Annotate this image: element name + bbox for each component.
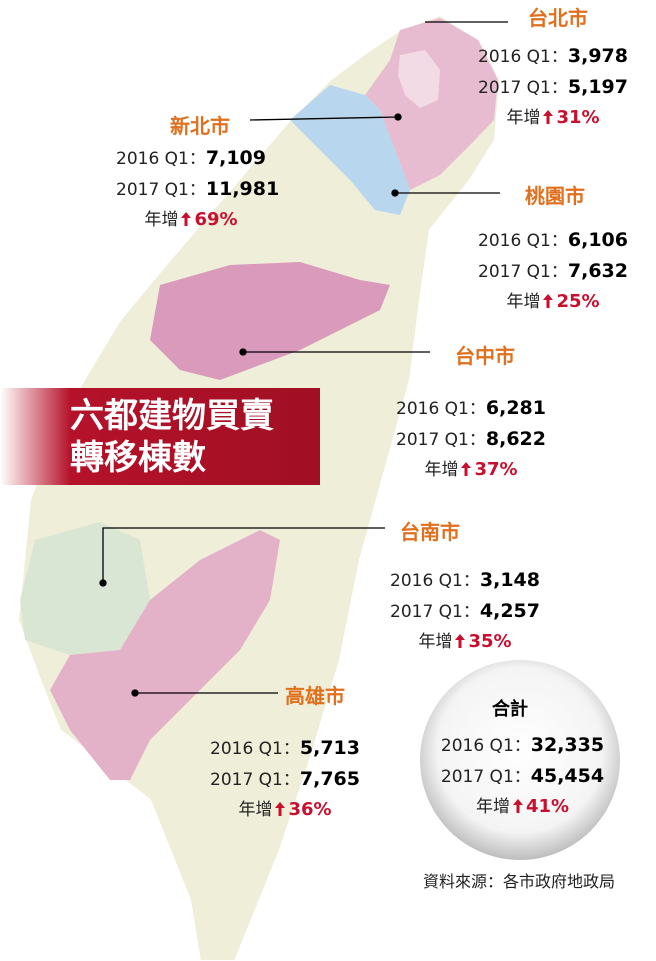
growth-value: 25% — [556, 291, 600, 312]
row-value: 8,622 — [485, 428, 546, 450]
row-label: 2016 Q1： — [210, 739, 300, 759]
row-value: 4,257 — [479, 600, 540, 622]
growth-label: 年增 — [506, 292, 541, 312]
growth-label: 年增 — [418, 632, 453, 652]
total-circle — [420, 660, 620, 860]
row-value: 7,632 — [567, 260, 628, 282]
stat-row: 2016 Q1：5,713 — [210, 733, 360, 764]
title-line: 轉移棟數 — [70, 438, 206, 478]
city-name: 台南市 — [400, 520, 460, 544]
city-name: 桃園市 — [525, 184, 585, 208]
row-label: 2016 Q1： — [478, 47, 568, 67]
stats: 2016 Q1：3,148 2017 Q1：4,257 年增 35% — [390, 565, 540, 657]
growth-value: 69% — [194, 209, 238, 230]
growth-label: 年增 — [144, 210, 179, 230]
source: 資料來源：各市政府地政局 — [423, 872, 616, 891]
row-label: 2016 Q1： — [116, 149, 206, 169]
new-taipei-region — [365, 18, 498, 190]
stats: 2016 Q1：7,109 2017 Q1：11,981 年增 69% — [116, 143, 279, 235]
row-value: 5,197 — [567, 76, 628, 98]
leader-lines — [99, 21, 508, 697]
row-label: 2017 Q1： — [440, 767, 531, 787]
growth-value: 37% — [474, 459, 518, 480]
row-value: 3,978 — [567, 45, 628, 67]
up-arrow — [181, 212, 192, 226]
taipei-region — [398, 50, 440, 108]
growth-label: 年增 — [238, 800, 273, 820]
row-label: 2017 Q1： — [116, 180, 206, 200]
stats: 2016 Q1：32,335 2017 Q1：45,454 年增 41% — [440, 730, 605, 822]
taichung-region — [150, 262, 390, 380]
up-arrow — [543, 294, 554, 308]
stat-row: 2017 Q1：7,632 — [478, 256, 628, 287]
stat-row: 2016 Q1：6,281 — [396, 393, 546, 424]
stat-row: 2017 Q1：11,981 — [116, 174, 279, 205]
stats: 2016 Q1：6,106 2017 Q1：7,632 年增 25% — [478, 225, 628, 317]
stats: 2016 Q1：5,713 2017 Q1：7,765 年增 36% — [210, 733, 360, 825]
up-arrow — [512, 799, 523, 813]
growth-label: 年增 — [424, 460, 459, 480]
city-name: 高雄市 — [285, 684, 345, 708]
stat-row: 2017 Q1：7,765 — [210, 764, 360, 795]
up-arrow — [455, 634, 466, 648]
row-label: 2016 Q1： — [390, 571, 480, 591]
row-label: 2017 Q1： — [478, 262, 568, 282]
stats: 2016 Q1：3,978 2017 Q1：5,197 年增 31% — [478, 41, 628, 133]
up-arrow — [461, 462, 472, 476]
stat-row: 2016 Q1：7,109 — [116, 143, 266, 174]
row-value: 7,109 — [205, 147, 266, 169]
title: 六都建物買賣 轉移棟數 — [0, 388, 320, 485]
stat-row: 2016 Q1：6,106 — [478, 225, 628, 256]
city-name: 台北市 — [528, 6, 588, 30]
stat-row: 2016 Q1：32,335 — [440, 730, 605, 761]
stat-row: 2017 Q1：8,622 — [396, 424, 546, 455]
row-value: 7,765 — [299, 768, 360, 790]
row-label: 2016 Q1： — [478, 231, 568, 251]
city-name: 新北市 — [170, 114, 230, 138]
up-arrow — [543, 110, 554, 124]
growth-row: 年增 31% — [478, 103, 628, 133]
row-label: 2016 Q1： — [396, 399, 486, 419]
growth-row: 年增 69% — [116, 205, 266, 235]
stat-row: 2016 Q1：3,978 — [478, 41, 628, 72]
row-label: 2016 Q1： — [440, 736, 531, 756]
growth-row: 年增 37% — [396, 455, 546, 485]
row-label: 2017 Q1： — [210, 770, 300, 790]
stats: 2016 Q1：6,281 2017 Q1：8,622 年增 37% — [396, 393, 546, 485]
growth-value: 31% — [556, 107, 600, 128]
growth-label: 年增 — [475, 797, 510, 817]
row-value: 32,335 — [530, 734, 605, 756]
growth-row: 年增 25% — [478, 287, 628, 317]
row-label: 2017 Q1： — [390, 602, 480, 622]
row-label: 2017 Q1： — [396, 430, 486, 450]
title-line: 六都建物買賣 — [70, 396, 274, 436]
city-name: 合計 — [492, 699, 528, 720]
row-value: 5,713 — [299, 737, 360, 759]
row-value: 6,281 — [485, 397, 546, 419]
stat-row: 2017 Q1：5,197 — [478, 72, 628, 103]
row-label: 2017 Q1： — [478, 78, 568, 98]
growth-value: 36% — [288, 799, 332, 820]
growth-row: 年增 36% — [210, 795, 360, 825]
growth-row: 年增 41% — [440, 792, 605, 822]
row-value: 3,148 — [479, 569, 540, 591]
growth-value: 35% — [468, 631, 512, 652]
kaohsiung-region — [50, 530, 280, 780]
stat-row: 2017 Q1：4,257 — [390, 596, 540, 627]
growth-value: 41% — [525, 796, 570, 817]
row-value: 45,454 — [530, 765, 605, 787]
stat-row: 2016 Q1：3,148 — [390, 565, 540, 596]
tainan-region — [20, 522, 150, 655]
up-arrow — [275, 802, 286, 816]
stat-row: 2017 Q1：45,454 — [440, 761, 605, 792]
city-name: 台中市 — [455, 344, 515, 368]
row-value: 11,981 — [205, 178, 280, 200]
growth-label: 年增 — [506, 108, 541, 128]
row-value: 6,106 — [567, 229, 628, 251]
growth-row: 年增 35% — [390, 627, 540, 657]
